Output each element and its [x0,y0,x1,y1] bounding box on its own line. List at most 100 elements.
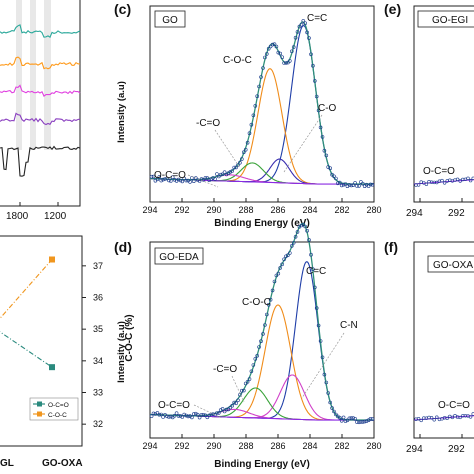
xps-data-point [165,176,169,181]
xps-data-point [261,66,265,70]
xtick-label-284: 284 [302,205,317,215]
xps-data-point [368,182,373,187]
xps-data-point [194,176,198,180]
xps-data-point [368,416,373,421]
panel-e-xtick-294: 294 [406,208,423,219]
xps-data-point [249,122,254,127]
xps-data-point [176,177,181,182]
xps-data-point [255,353,260,358]
xps-data-point [240,388,244,393]
xps-data-point [466,176,470,181]
xtick-label-282: 282 [334,441,349,451]
xps-data-point [172,178,177,182]
xps-data-point [360,420,365,424]
panel-f-sample-box [427,255,474,273]
xps-data-point [339,418,344,423]
xps-data-point [353,181,357,185]
xps-data-point [215,172,219,176]
xps-data-point [263,55,267,60]
panel-d-label-coc: C-O-C [242,297,271,308]
xps-data-point [253,357,258,361]
xtick-label-294: 294 [142,441,157,451]
xps-data-point [318,339,323,343]
xps-data-point [245,140,250,145]
xps-data-point [253,104,258,108]
panel-d-label-cn: C-N [340,320,358,331]
panel-d-sample-box [154,247,204,265]
panel-c-curves [149,19,375,188]
panel-c-xlabel: Binding Energy (eV) [214,218,310,229]
panel-f-xtick-292: 292 [448,444,465,455]
xps-data-point [169,179,173,183]
xps-data-point [247,131,252,135]
xps-data-point [318,125,323,130]
xps-data-point [312,79,317,83]
xps-data-point [293,235,298,239]
xps-data-point [234,165,238,170]
xps-data-point [458,415,462,420]
panel-c-sample-label: GO [162,15,178,26]
xps-data-point [297,24,302,29]
xps-data-point [194,411,198,416]
xps-data-point [442,181,447,185]
xps-data-point [455,177,460,182]
panel-a: 1800 1200 [0,0,81,222]
xps-data-point [167,178,171,183]
xps-data-point [207,413,211,418]
xps-data-point [332,409,336,414]
xps-data-point [240,157,244,161]
xps-data-point [159,412,163,417]
panel-d-label-occo: O-C=O [158,400,190,411]
xps-data-point [238,160,242,165]
xps-data-point [195,412,200,417]
xps-data-point [458,179,462,183]
xps-data-point [339,183,344,188]
xps-data-point [272,279,277,284]
xps-data-point [360,181,365,186]
xps-data-point [266,302,271,307]
panel-d-leaders [193,332,345,419]
panel-a-bands [16,0,51,150]
ftir-spectrum-3 [0,84,81,97]
xps-data-point [163,177,167,181]
xps-data-point [295,30,300,34]
ftir-highlight-band-1 [16,0,22,150]
xps-data-point [278,266,283,270]
xps-data-point [151,174,156,179]
xps-data-point [274,44,279,49]
xps-data-point [293,35,298,40]
xps-data-point [351,416,356,420]
xps-data-point [203,176,208,180]
xps-data-point [232,165,236,170]
xps-data-point [197,415,202,420]
xps-data-point [419,418,423,423]
xps-data-point [357,420,361,425]
xps-data-point [215,411,219,415]
xps-data-point [343,182,348,186]
xps-data-point [176,414,181,418]
panel-d-curves [149,222,375,425]
panel-a-xtick-1800: 1800 [6,211,29,222]
xtick-label-292: 292 [174,205,189,215]
xps-data-point [347,183,352,187]
xps-data-point [159,178,163,183]
xps-data-point [416,417,421,421]
xtick-label-282: 282 [334,205,349,215]
xps-data-point [161,415,165,419]
xps-data-point [422,181,426,185]
xtick-label-288: 288 [238,441,253,451]
xps-data-point [264,312,269,317]
xps-data-point [195,178,200,182]
xtick-label-280: 280 [366,205,381,215]
xps-data-point [284,61,288,65]
xps-data-point [249,369,254,374]
series-marker-1-1 [49,256,55,263]
xps-data-point [328,166,333,170]
xps-data-point [261,332,265,336]
xps-data-point [324,153,329,158]
xps-data-point [362,419,367,424]
panel-c-label-cc: C=C [307,13,327,24]
xps-data-point [222,170,227,174]
xps-data-point [312,285,317,290]
panel-c-label-coc: C-O-C [223,55,252,66]
